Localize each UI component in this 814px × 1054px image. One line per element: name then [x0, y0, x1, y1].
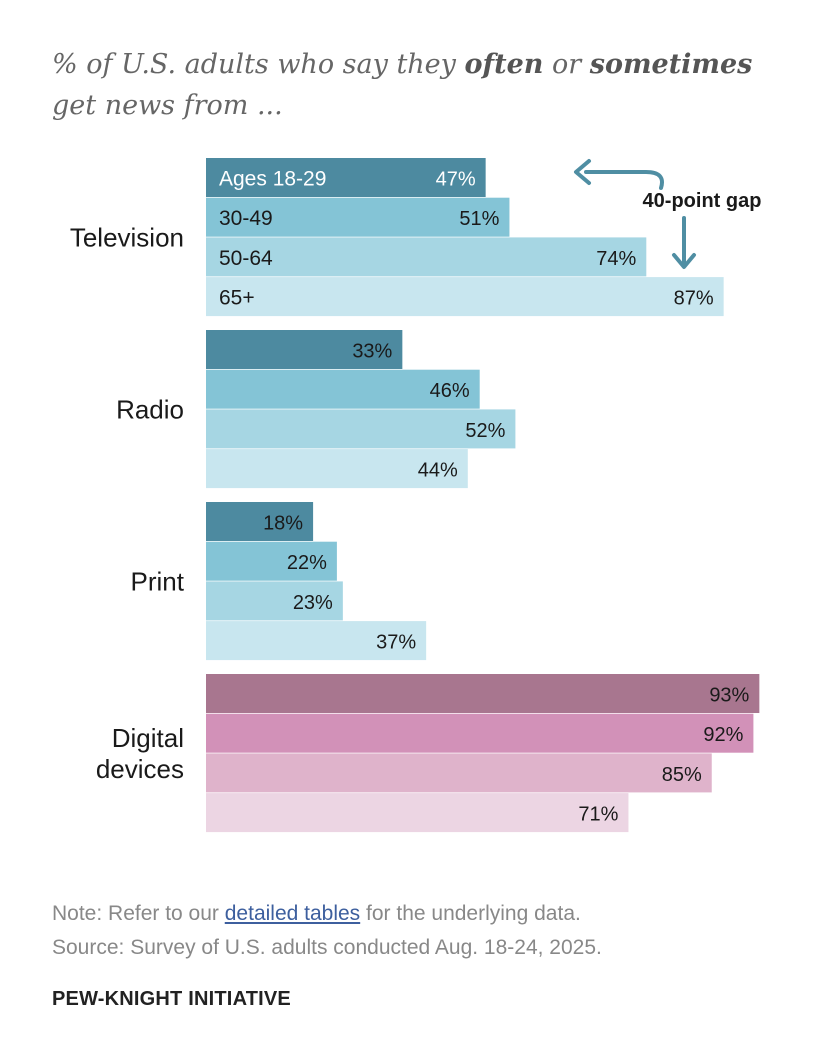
print-bar-1 [206, 502, 314, 541]
title-part-3: get news from ... [52, 90, 283, 121]
chart-source: Source: Survey of U.S. adults conducted … [52, 936, 602, 959]
television-bar-2 [206, 197, 510, 237]
print-bar-4 [206, 621, 427, 661]
radio-bar-3 [206, 409, 516, 449]
digital-devices-value-label-1: 93% [709, 685, 749, 707]
age-group-label-2: 30-49 [219, 207, 273, 230]
title-bold-often: often [464, 49, 544, 80]
note-prefix: Note: Refer to our [52, 902, 225, 925]
radio-bar-1 [206, 330, 403, 369]
print-value-label-4: 37% [376, 632, 416, 654]
gap-arrow-left-shaft [584, 170, 664, 190]
print-bar-2 [206, 541, 337, 581]
category-label-radio: Radio [116, 394, 184, 424]
digital-devices-bar-1 [206, 674, 760, 713]
television-value-label-1: 47% [436, 169, 476, 191]
print-value-label-2: 22% [287, 552, 327, 574]
category-label-television: Television [70, 222, 184, 252]
title-part-2: or [543, 49, 590, 80]
age-group-label-3: 50-64 [219, 247, 273, 270]
television-value-label-4: 87% [674, 288, 714, 310]
chart-note: Note: Refer to our detailed tables for t… [52, 902, 581, 926]
note-suffix: for the underlying data. [360, 902, 581, 925]
age-group-label-1: Ages 18-29 [219, 168, 326, 191]
gap-arrow-left-head [574, 159, 591, 185]
gap-arrow-down-head [672, 253, 696, 269]
television-bar-4 [206, 277, 724, 317]
print-bar-3 [206, 581, 343, 621]
category-label-digital-devices-line-1: Digital [112, 723, 184, 753]
annotation-40-point-gap: 40-point gap [643, 190, 762, 212]
television-bar-3 [206, 237, 647, 277]
radio-value-label-3: 52% [465, 420, 505, 442]
age-group-label-4: 65+ [219, 287, 255, 310]
radio-value-label-4: 44% [418, 460, 458, 482]
radio-bar-2 [206, 369, 480, 409]
brand-logo-text: PEW-KNIGHT INITIATIVE [52, 988, 291, 1010]
title-part-1: % of U.S. adults who say they [52, 49, 465, 80]
title-bold-sometimes: sometimes [589, 49, 753, 80]
print-value-label-1: 18% [263, 513, 303, 535]
category-label-digital-devices-line-2: devices [96, 754, 184, 784]
digital-devices-bar-3 [206, 753, 712, 793]
bar-chart: 47% Ages 18-29 51% 30-49 74% 50-64 87% 65+ Telev… [70, 158, 762, 833]
digital-devices-bar-2 [206, 713, 754, 753]
print-value-label-3: 23% [293, 592, 333, 614]
category-label-print: Print [131, 566, 185, 596]
radio-value-label-1: 33% [352, 341, 392, 363]
digital-devices-value-label-4: 71% [578, 804, 618, 826]
digital-devices-value-label-3: 85% [662, 764, 702, 786]
digital-devices-bar-4 [206, 793, 629, 833]
television-bar-1 [206, 158, 486, 197]
television-value-label-3: 74% [596, 248, 636, 270]
television-value-label-2: 51% [459, 208, 499, 230]
detailed-tables-link[interactable]: detailed tables [224, 902, 361, 925]
radio-value-label-2: 46% [430, 380, 470, 402]
chart-title: % of U.S. adults who say they often or s… [52, 44, 792, 126]
radio-bar-4 [206, 449, 468, 489]
digital-devices-value-label-2: 92% [703, 724, 743, 746]
